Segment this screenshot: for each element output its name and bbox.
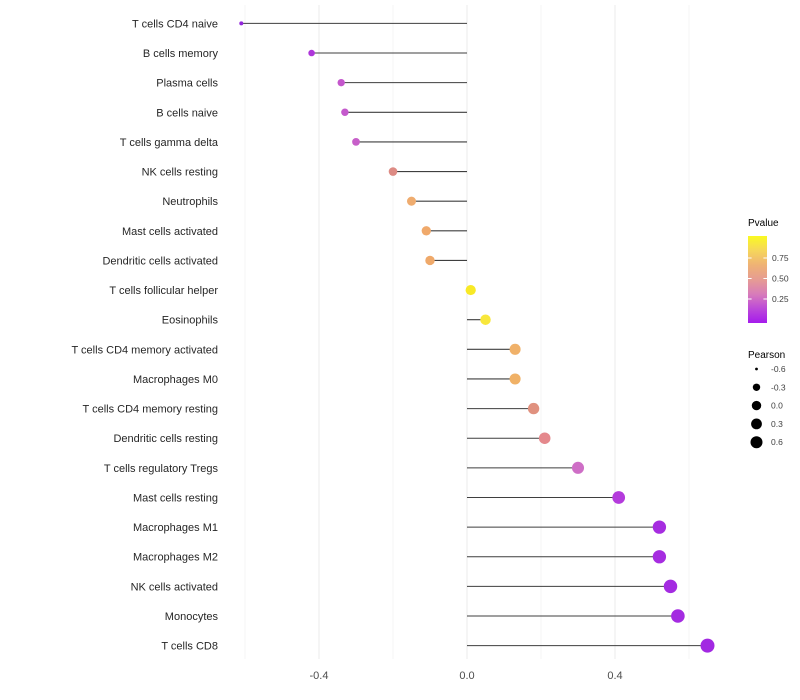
lollipop-dots (239, 21, 715, 653)
category-label: Mast cells activated (122, 226, 218, 238)
lollipop-dot (465, 284, 476, 296)
lollipop-dot (337, 78, 345, 87)
pvalue-tick-label: 0.50 (772, 274, 789, 284)
category-label: Plasma cells (156, 78, 218, 90)
lollipop-dot (341, 108, 349, 117)
category-label: T cells CD4 memory resting (83, 404, 219, 416)
category-label: Mast cells resting (133, 492, 218, 504)
category-label: B cells naive (156, 107, 218, 119)
lollipop-dot (421, 226, 431, 236)
pearson-key-label: 0.6 (771, 437, 783, 447)
lollipop-dot (612, 491, 626, 504)
category-label: NK cells activated (131, 581, 218, 593)
pearson-key-label: -0.3 (771, 382, 786, 392)
category-label: NK cells resting (142, 167, 218, 179)
category-label: Dendritic cells resting (113, 433, 218, 445)
category-label: T cells gamma delta (120, 137, 219, 149)
pearson-key-label: 0.0 (771, 401, 783, 411)
lollipop-dot (509, 373, 521, 385)
lollipop-dot (425, 255, 435, 266)
category-label: T cells CD8 (161, 641, 218, 653)
lollipop-dot (652, 550, 667, 564)
lollipop-dot (406, 196, 417, 206)
pearson-key-dot (751, 400, 762, 411)
lollipop-dot (388, 167, 398, 176)
pearson-key-dot (750, 436, 763, 449)
pvalue-tick-label: 0.75 (772, 253, 789, 263)
pearson-key-dot (755, 367, 758, 371)
lollipop-dot (538, 432, 551, 444)
x-tick-label: 0.4 (607, 670, 622, 682)
pvalue-legend-title: Pvalue (748, 218, 779, 229)
lollipop-dot (571, 461, 585, 474)
lollipop-dot (671, 609, 685, 623)
lollipop-dot (663, 579, 678, 594)
category-label: Macrophages M0 (133, 374, 218, 386)
pvalue-tick-label: 0.25 (772, 294, 789, 304)
lollipop-dot (480, 314, 491, 325)
category-label: Dendritic cells activated (102, 255, 218, 267)
pearson-key-label: 0.3 (771, 419, 783, 429)
panel-gridlines (244, 5, 690, 659)
pearson-legend-title: Pearson (748, 350, 785, 361)
y-axis-category-labels: T cells CD4 naive B cells memory Plasma ce… (71, 18, 218, 652)
pearson-legend-keys: -0.6 -0.3 0.0 0.3 0.6 (750, 364, 786, 449)
category-label: B cells memory (143, 48, 219, 60)
category-label: Monocytes (165, 611, 219, 623)
category-label: Neutrophils (162, 196, 218, 208)
pvalue-color-legend: Pvalue 0.75 0.50 0.25 (748, 218, 789, 323)
x-tick-label: 0.0 (459, 670, 474, 682)
lollipop-dot (700, 638, 715, 653)
category-label: T cells CD4 memory activated (71, 344, 218, 356)
lollipop-dot (652, 520, 667, 534)
pvalue-gradient-bar (748, 236, 767, 323)
pearson-size-legend: Pearson -0.6 -0.3 0.0 0.3 0.6 (748, 350, 786, 449)
lollipop-dot (239, 21, 244, 26)
pearson-key-dot (752, 383, 761, 391)
x-axis-tick-labels: -0.4 0.0 0.4 (310, 670, 623, 682)
category-label: Eosinophils (162, 315, 219, 327)
x-tick-label: -0.4 (310, 670, 329, 682)
category-label: Macrophages M1 (133, 522, 218, 534)
category-label: T cells regulatory Tregs (104, 463, 219, 475)
lollipop-dot (308, 49, 315, 57)
category-label: T cells follicular helper (109, 285, 218, 297)
category-label: Macrophages M2 (133, 552, 218, 564)
pearson-key-dot (751, 418, 762, 430)
lollipop-sticks (241, 22, 708, 647)
pvalue-legend-ticks: 0.75 0.50 0.25 (748, 253, 789, 304)
lollipop-dot (352, 138, 360, 146)
lollipop-dot (527, 402, 540, 415)
lollipop-dot (509, 343, 521, 355)
pearson-key-label: -0.6 (771, 364, 786, 374)
category-label: T cells CD4 naive (132, 18, 218, 30)
